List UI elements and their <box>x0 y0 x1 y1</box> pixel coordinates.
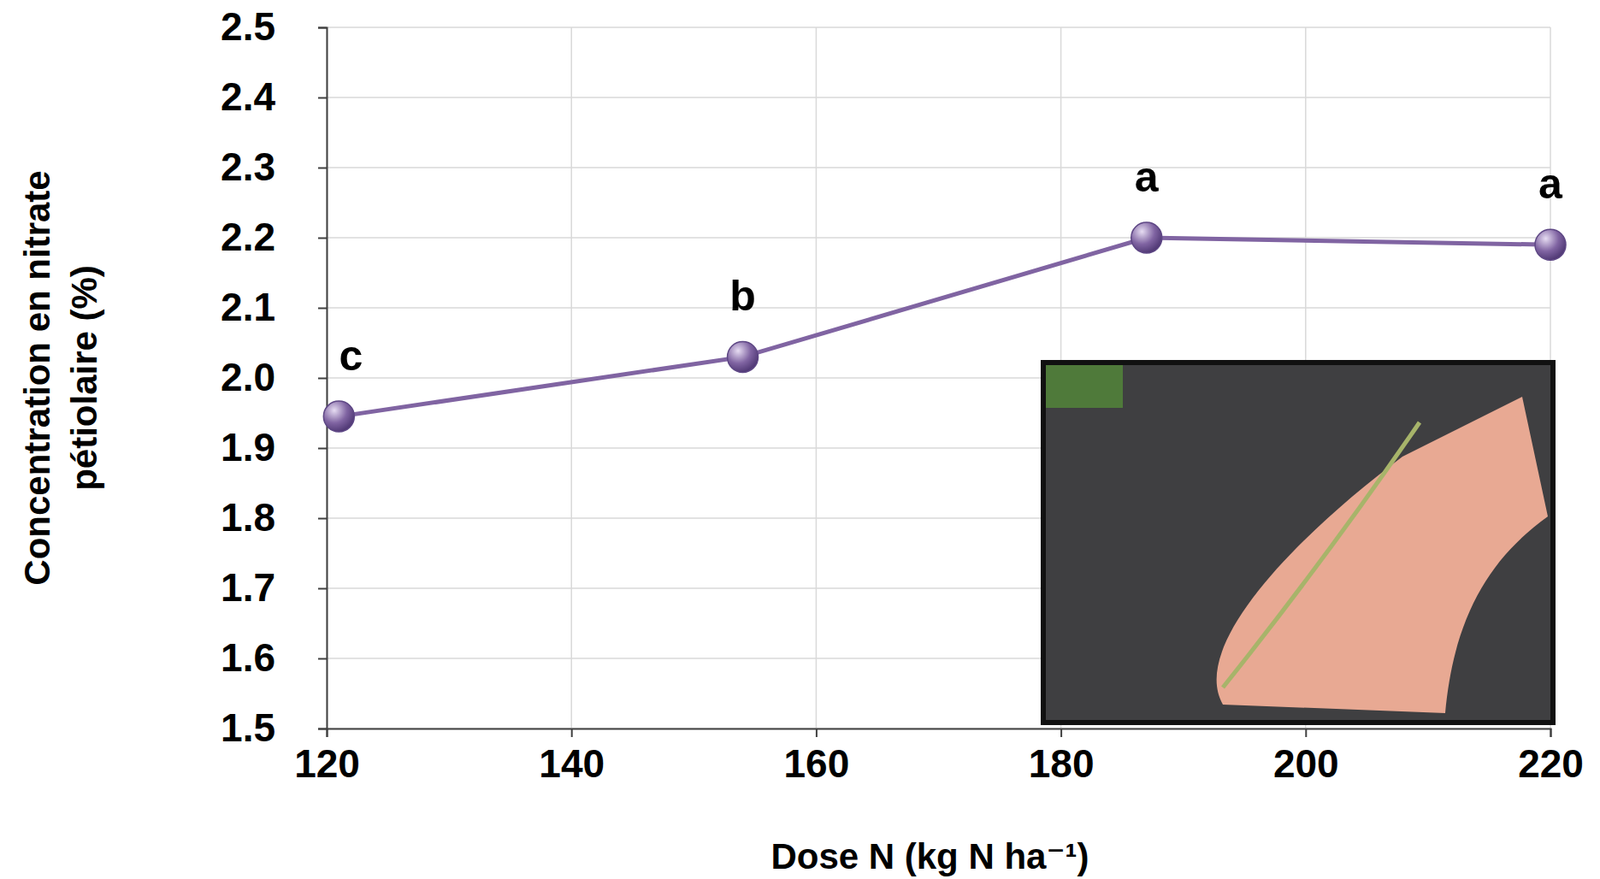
y-axis: 1.5 1.6 1.7 1.8 1.9 2.0 2.1 2.2 2.3 2.4 2.5 <box>220 4 327 750</box>
y-tick-label: 1.6 <box>220 635 276 680</box>
x-tick-label: 120 <box>294 741 361 786</box>
y-tick: 1.9 <box>220 425 327 470</box>
significance-letter: c <box>338 331 363 380</box>
y-tick-mark <box>318 588 327 591</box>
x-tick-mark <box>815 728 818 738</box>
y-tick-label: 1.8 <box>220 495 276 540</box>
y-axis-title: Concentration en nitratepétiolaire (%) <box>17 170 105 585</box>
chart: 120 140 160 180 200 220 1.5 1.6 1.7 1.8 1.9 2.0 2.1 2… <box>0 0 1600 879</box>
y-tick-label: 2.2 <box>220 214 276 260</box>
plot-area <box>323 222 1566 432</box>
y-tick: 1.8 <box>220 495 327 540</box>
y-tick-label: 2.5 <box>220 4 276 49</box>
y-tick-mark <box>318 27 327 30</box>
series-line <box>338 237 1551 417</box>
y-tick-label: 1.5 <box>220 705 276 750</box>
x-tick: 120 <box>294 728 361 786</box>
x-axis-title: Dose N (kg N ha⁻¹) <box>770 836 1089 877</box>
y-tick-mark <box>318 97 327 100</box>
x-tick-mark <box>1060 728 1063 738</box>
y-tick: 2.0 <box>220 354 327 400</box>
y-tick: 2.5 <box>220 4 327 49</box>
y-tick-label: 1.9 <box>220 425 276 470</box>
significance-letter: b <box>729 271 756 320</box>
grid-line-y <box>326 26 1551 29</box>
x-tick-label: 140 <box>538 741 605 786</box>
x-tick: 180 <box>1028 728 1095 786</box>
y-tick-mark <box>318 728 327 731</box>
grid-line-y <box>326 236 1551 239</box>
y-tick: 1.6 <box>220 635 327 680</box>
x-tick-mark <box>1304 728 1307 738</box>
y-tick: 1.7 <box>220 565 327 610</box>
inset-photo <box>1043 362 1553 723</box>
x-tick-label: 220 <box>1517 741 1584 786</box>
y-tick-mark <box>318 658 327 661</box>
x-tick-mark <box>1550 728 1553 738</box>
grid-line-y <box>326 166 1551 169</box>
y-tick: 2.3 <box>220 144 327 189</box>
data-point <box>1131 222 1163 254</box>
data-point <box>1535 229 1566 260</box>
photo-frame <box>1043 362 1553 723</box>
y-tick-label: 2.4 <box>220 74 276 119</box>
x-tick: 220 <box>1517 728 1584 786</box>
y-tick-mark <box>318 237 327 240</box>
photo-hand <box>1216 396 1548 714</box>
x-tick: 140 <box>538 728 605 786</box>
photo-petiole <box>1222 422 1420 688</box>
y-tick-mark <box>318 167 327 170</box>
photo-leaves <box>1045 365 1123 408</box>
data-point <box>323 401 355 432</box>
y-tick-label: 2.3 <box>220 144 276 189</box>
x-axis-line <box>327 729 1552 739</box>
significance-letter: a <box>1134 153 1160 201</box>
grid-line-y <box>326 307 1551 309</box>
x-tick: 160 <box>784 728 851 786</box>
y-tick-label: 2.1 <box>220 284 276 330</box>
x-tick: 200 <box>1273 728 1340 786</box>
y-tick: 2.2 <box>220 214 327 260</box>
y-tick-label: 1.7 <box>220 565 276 610</box>
data-point <box>727 341 759 372</box>
grid-line-y <box>326 96 1551 99</box>
x-tick-label: 160 <box>784 741 851 786</box>
y-tick-mark <box>318 448 327 450</box>
y-tick-label: 2.0 <box>220 354 276 400</box>
y-tick: 2.1 <box>220 284 327 330</box>
y-tick-mark <box>318 518 327 520</box>
y-axis-line <box>318 28 328 730</box>
annotations: c b a a <box>338 153 1564 380</box>
y-tick: 1.5 <box>220 705 327 750</box>
x-tick-mark <box>571 728 573 738</box>
y-tick-mark <box>318 307 327 310</box>
x-tick-label: 180 <box>1028 741 1095 786</box>
x-tick-label: 200 <box>1273 741 1340 786</box>
significance-letter: a <box>1538 159 1564 208</box>
x-axis: 120 140 160 180 200 220 <box>294 728 1584 786</box>
y-tick: 2.4 <box>220 74 327 119</box>
y-tick-mark <box>318 377 327 380</box>
